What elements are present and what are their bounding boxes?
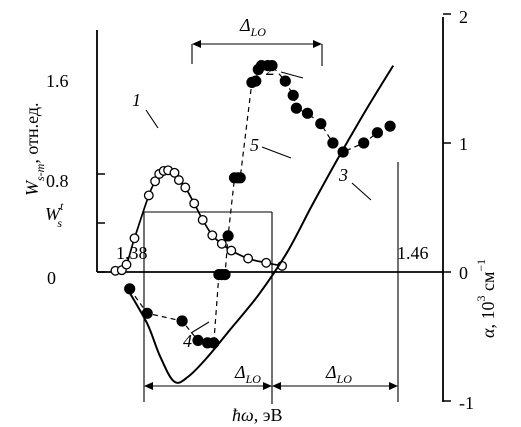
delta-arrow-top-head-right — [313, 40, 322, 48]
series-2-point-12 — [234, 172, 246, 184]
right-y-axis-title: α, 103 см−1 — [474, 259, 498, 338]
series-2-point-22 — [301, 107, 314, 119]
series-1-point-9 — [169, 167, 180, 178]
series-2-point-26 — [358, 137, 370, 149]
delta-arrow-top-head-left — [192, 40, 201, 48]
left-y-axis-title: Ws-m, отн.ед. — [22, 102, 47, 196]
curve-label-1-leader — [145, 109, 159, 129]
series-layer — [110, 59, 396, 384]
x-axis-title-hbar: ħω — [232, 405, 254, 425]
series-2-point-14 — [250, 75, 262, 87]
series-2-line — [129, 65, 391, 344]
series-2-point-2 — [176, 315, 188, 327]
series-3-line — [125, 65, 395, 384]
series-1-point-17 — [243, 253, 254, 264]
series-2-point-20 — [287, 89, 299, 101]
delta-label-bottom-left-sub: LO — [245, 372, 262, 386]
x-tick-label-1-46: 1.46 — [397, 243, 429, 263]
left-y-tick-label-0: 0 — [47, 268, 56, 288]
delta-arrow-bottom-right-head-right — [389, 382, 398, 390]
right-y-axis-title-unit: см — [478, 272, 498, 296]
series-2-point-21 — [290, 102, 302, 114]
w-threshold-label-main: W — [45, 204, 62, 224]
series-2-point-24 — [327, 137, 339, 149]
x-axis-title: ħω, эВ — [232, 405, 282, 425]
left-y-axis-title-rest: , отн.ед. — [22, 102, 42, 163]
series-1-point-10 — [173, 175, 184, 186]
right-y-tick-label-0: -1 — [459, 393, 474, 413]
series-2-point-9 — [222, 230, 234, 242]
delta-label-bottom-right-sub: LO — [336, 372, 353, 386]
series-1-point-12 — [189, 198, 200, 209]
delta-arrow-bottom-left-head-right — [263, 382, 272, 390]
curve-label-1: 1 — [132, 90, 141, 110]
curve-label-5: 5 — [250, 135, 259, 155]
delta-label-top-main: Δ — [239, 15, 251, 35]
left-y-tick-label-1: 0.8 — [46, 171, 69, 191]
series-2-point-19 — [279, 75, 291, 87]
curve-label-3-leader — [351, 182, 372, 201]
right-y-axis-title-unit-sup: −1 — [474, 259, 488, 272]
delta-label-bottom-left: ΔLO — [234, 362, 261, 386]
series-1-point-5 — [150, 176, 161, 187]
series-2-point-27 — [371, 127, 383, 139]
x-axis-title-rest: , эВ — [254, 405, 283, 425]
delta-arrow-bottom-right-head-left — [272, 382, 281, 390]
right-y-tick-label-3: 2 — [459, 7, 468, 27]
delta-arrow-bottom-left-head-left — [144, 382, 153, 390]
w-threshold-label: Wt s — [45, 199, 64, 230]
right-y-axis-title-rest: , 10 — [478, 302, 498, 329]
curve-label-5-leader — [261, 146, 292, 159]
delta-label-bottom-right: ΔLO — [325, 362, 352, 386]
series-2-point-28 — [384, 120, 396, 132]
series-2-point-18 — [266, 59, 278, 72]
left-y-axis-title-main: W — [22, 179, 42, 196]
delta-label-top-sub: LO — [250, 25, 267, 39]
series-2-point-23 — [315, 118, 327, 130]
series-1-point-11 — [180, 182, 191, 193]
delta-label-bottom-right-main: Δ — [325, 362, 337, 382]
series-1-point-2 — [121, 259, 132, 270]
right-y-axis-title-sup: 3 — [474, 296, 488, 302]
right-y-axis-title-main: α — [478, 328, 498, 338]
w-threshold-label-sup: t — [60, 199, 64, 213]
left-y-axis-title-sub: s-m — [33, 163, 47, 181]
x-tick-label-1-38: 1.38 — [116, 243, 148, 263]
left-y-tick-label-2: 1.6 — [46, 71, 69, 91]
right-y-tick-label-2: 1 — [459, 134, 468, 154]
tick-layer — [97, 13, 451, 402]
curve-label-2-leader — [280, 71, 304, 79]
curve-label-4: 4 — [183, 331, 192, 351]
right-y-tick-label-1: 0 — [459, 263, 468, 283]
series-1-point-3 — [129, 233, 140, 244]
series-1-point-13 — [197, 214, 208, 225]
curve-label-4-leader — [190, 321, 210, 334]
delta-label-bottom-left-main: Δ — [234, 362, 246, 382]
delta-label-top: ΔLO — [239, 15, 266, 39]
series-1-point-4 — [143, 190, 154, 201]
series-2-point-3 — [192, 334, 204, 346]
series-1-point-16 — [226, 245, 237, 256]
series-1-point-18 — [261, 257, 272, 268]
static-layer: ΔLO ΔLO ΔLO 1 2 3 4 5 0 0.8 1.6 Wts Ws-m… — [22, 7, 498, 425]
series-1-point-14 — [207, 230, 218, 241]
series-2-point-8 — [219, 268, 231, 281]
curve-label-3: 3 — [338, 165, 348, 185]
w-threshold-label-sub: s — [57, 216, 62, 230]
series-1-point-15 — [216, 238, 227, 249]
